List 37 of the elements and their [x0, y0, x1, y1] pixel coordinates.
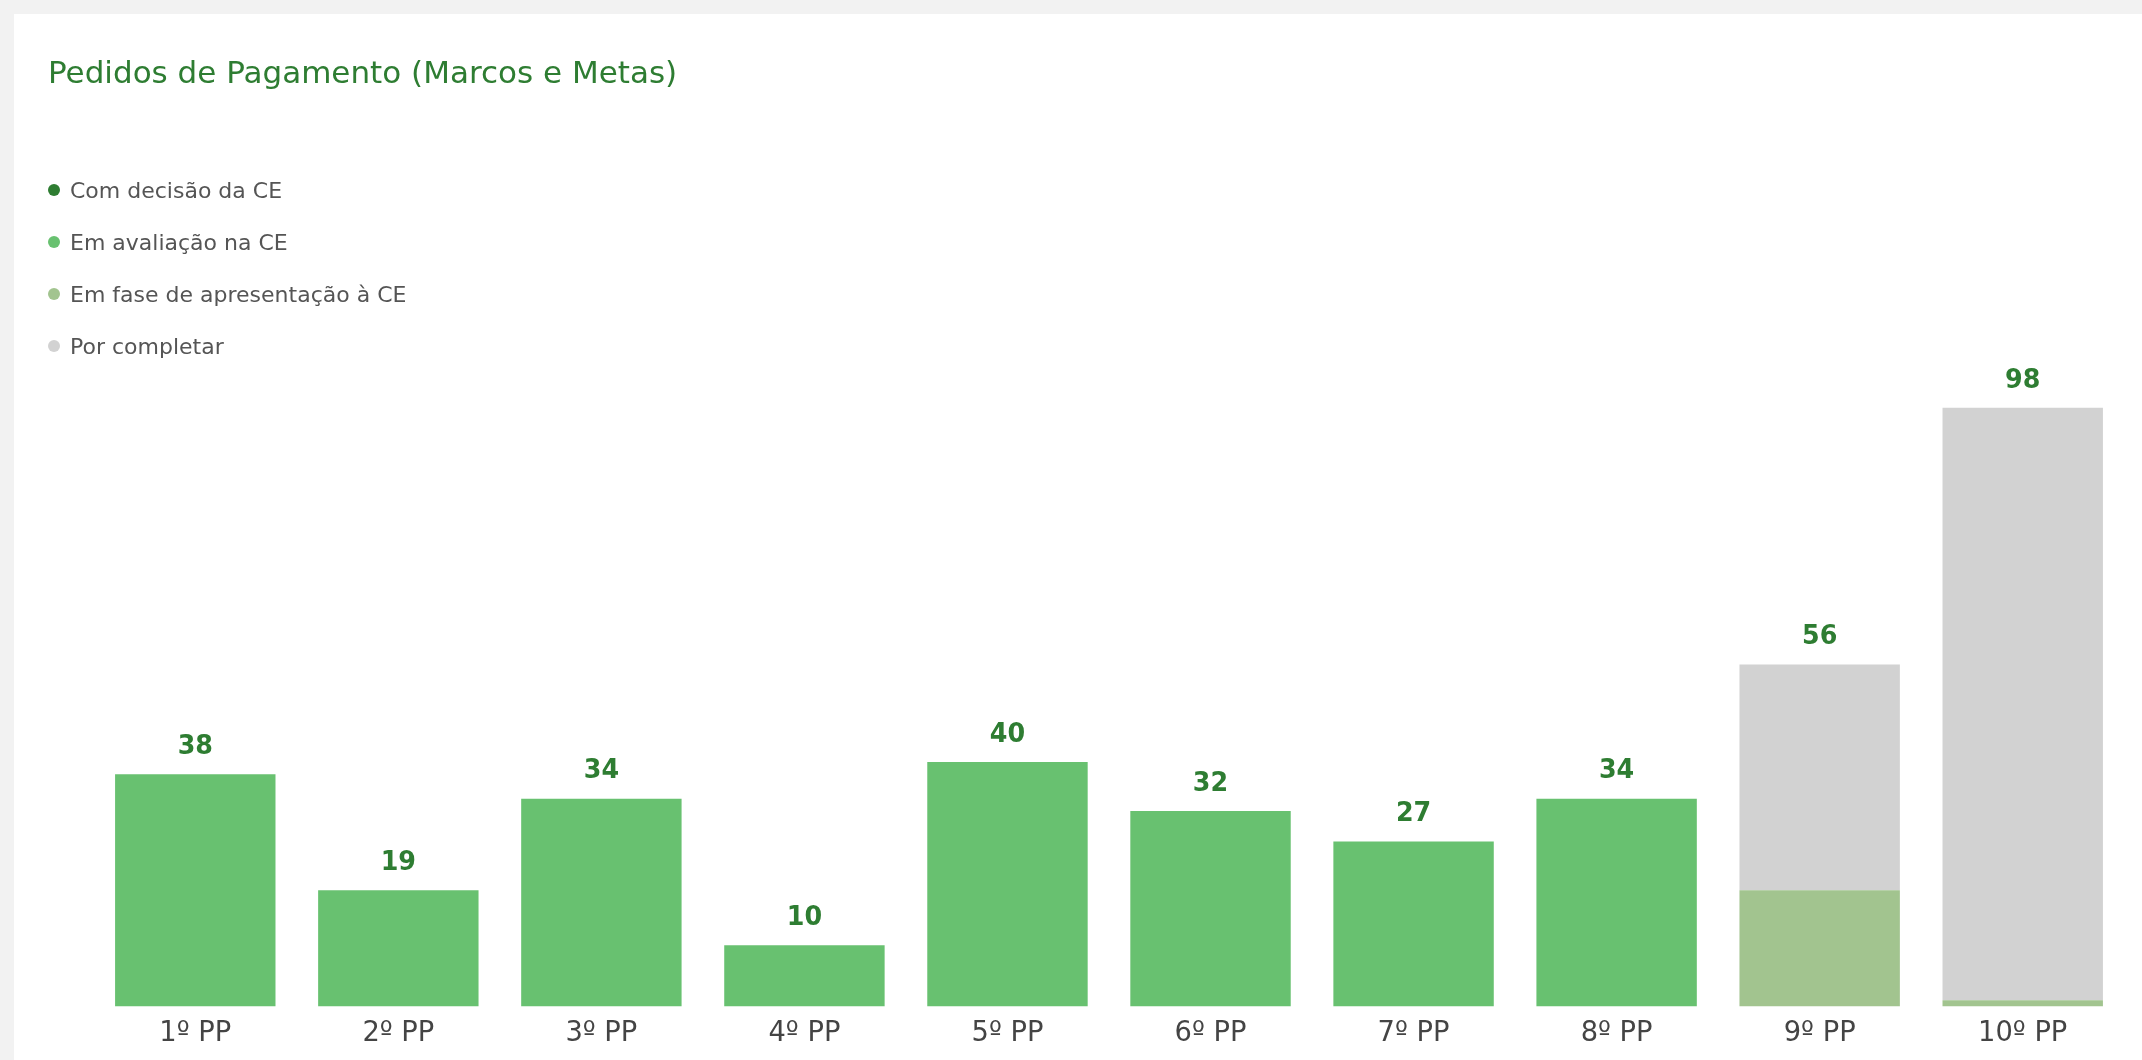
bar	[1739, 664, 1900, 891]
bar	[1942, 1000, 2103, 1007]
x-tick-label: 6º PP	[1174, 1015, 1247, 1049]
data-label: 38	[177, 729, 213, 761]
x-tick-label: 8º PP	[1580, 1015, 1653, 1049]
bar	[115, 774, 276, 1007]
bar	[1130, 810, 1291, 1007]
bar	[1536, 798, 1697, 1007]
legend-label: Por completar	[70, 333, 224, 359]
data-label: 19	[380, 845, 416, 877]
x-tick-label: 10º PP	[1978, 1015, 2068, 1049]
chart-title: Pedidos de Pagamento (Marcos e Metas)	[48, 54, 678, 90]
data-label: 10	[786, 900, 823, 932]
total-label: 56	[1802, 619, 1838, 651]
bar	[1942, 407, 2103, 1001]
data-label: 40	[989, 717, 1026, 748]
bar	[521, 798, 682, 1007]
legend-label: Em fase de apresentação à CE	[70, 281, 407, 307]
x-tick-label: 7º PP	[1377, 1015, 1450, 1049]
legend-label: Em avaliação na CE	[70, 229, 288, 255]
x-tick-label: 1º PP	[159, 1015, 232, 1049]
data-label: 27	[1395, 796, 1432, 828]
x-tick-label: 5º PP	[971, 1015, 1044, 1049]
total-label: 98	[2005, 363, 2041, 394]
data-label: 34	[1598, 754, 1635, 785]
bar	[318, 890, 479, 1007]
x-tick-label: 4º PP	[768, 1015, 841, 1049]
bar	[927, 762, 1088, 1007]
bar	[724, 945, 885, 1007]
x-tick-label: 3º PP	[565, 1015, 638, 1049]
data-label: 34	[583, 754, 620, 785]
x-tick-label: 9º PP	[1783, 1015, 1856, 1049]
bar	[1739, 890, 1900, 1007]
legend-label: Com decisão da CE	[70, 177, 283, 203]
x-tick-label: 2º PP	[362, 1015, 435, 1049]
data-label: 32	[1192, 766, 1229, 797]
bar	[1333, 841, 1494, 1007]
